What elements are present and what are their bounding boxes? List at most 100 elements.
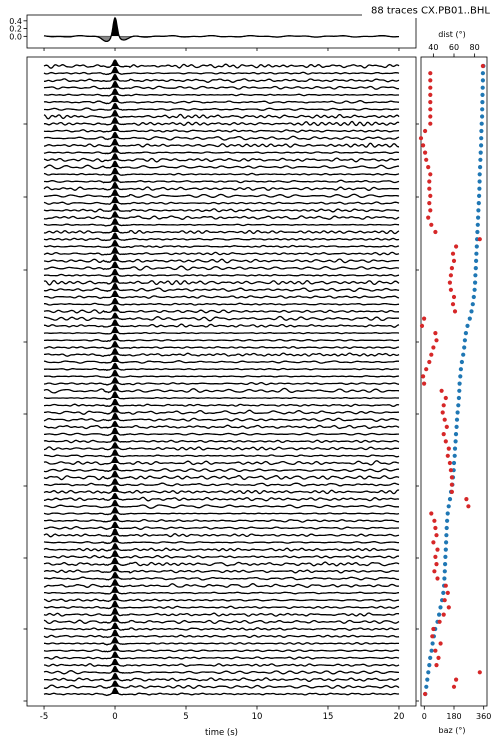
dist-point	[422, 316, 427, 321]
trace-fill	[110, 262, 120, 269]
trace-line	[43, 153, 400, 163]
dist-point	[435, 576, 440, 581]
trace-line	[43, 643, 400, 653]
trace-line	[44, 549, 400, 559]
baz-point	[478, 157, 483, 162]
dist-point	[431, 626, 436, 632]
dist-point	[447, 280, 452, 285]
baz-point	[462, 338, 467, 343]
trace-line	[43, 463, 400, 473]
baz-point	[473, 266, 478, 271]
dist-point	[422, 381, 427, 386]
dist-point	[438, 641, 443, 646]
dist-point	[434, 533, 439, 538]
dist-point	[434, 338, 439, 343]
dist-tick-label: 60	[449, 43, 459, 52]
dist-point	[449, 489, 454, 494]
baz-point	[455, 410, 460, 415]
dist-point	[428, 71, 433, 76]
trace-fill	[110, 110, 120, 117]
dist-point	[442, 417, 447, 422]
dist-point	[418, 136, 424, 141]
dist-point	[423, 691, 428, 697]
dist-point	[430, 634, 435, 639]
dist-point	[466, 504, 471, 509]
baz-point	[478, 165, 483, 170]
trace-line	[44, 297, 400, 306]
trace-line	[44, 340, 400, 350]
trace-line	[43, 246, 400, 256]
trace-line	[44, 102, 400, 111]
trace-line	[44, 449, 400, 458]
dist-point	[448, 287, 453, 292]
baz-point	[456, 395, 461, 401]
x-tick-label: -5	[40, 712, 48, 722]
dist-point	[433, 229, 438, 235]
trace-line	[43, 687, 400, 697]
dist-point	[429, 222, 434, 227]
baz-point	[480, 78, 485, 83]
trace-line	[43, 145, 400, 155]
dist-point	[433, 331, 438, 336]
trace-line	[43, 268, 400, 277]
trace-line	[44, 376, 399, 386]
baz-point	[454, 424, 459, 429]
baz-point	[470, 302, 475, 307]
trace-line	[43, 564, 400, 574]
dist-point	[446, 446, 451, 451]
trace-line	[43, 203, 400, 213]
dist-point	[477, 670, 482, 675]
summary-y-tick-label: 0.0	[9, 32, 22, 41]
trace-line	[43, 499, 399, 509]
baz-point	[473, 273, 478, 278]
stack-plot	[43, 59, 400, 697]
baz-point	[479, 128, 484, 134]
dist-point	[432, 518, 437, 523]
baz-point	[453, 432, 459, 437]
trace-line	[43, 629, 400, 639]
baz-point	[471, 294, 476, 300]
dist-point	[432, 569, 437, 574]
dist-point	[441, 403, 446, 408]
trace-line	[43, 196, 400, 205]
trace-line	[43, 232, 400, 242]
baz-tick-label: 0	[422, 712, 427, 721]
dist-point	[428, 100, 433, 105]
dist-point	[451, 294, 457, 300]
baz-point	[480, 85, 485, 90]
dist-point	[445, 453, 450, 458]
trace-line	[43, 59, 400, 69]
figure-title: 88 traces CX.PB01..BHL	[371, 6, 490, 17]
trace-line	[44, 174, 400, 184]
dist-point	[442, 598, 447, 603]
baz-point	[437, 612, 442, 617]
baz-point	[429, 648, 434, 653]
dist-point	[450, 302, 456, 307]
baz-point	[480, 107, 485, 112]
trace-line	[44, 658, 400, 667]
baz-point	[476, 215, 481, 220]
trace-line	[43, 571, 400, 581]
baz-point	[469, 309, 474, 314]
trace-line	[44, 420, 400, 430]
dist-point	[441, 432, 446, 437]
dist-point	[421, 374, 426, 379]
dist-point	[428, 121, 433, 126]
baz-axis-label: baz (°)	[439, 726, 466, 735]
params-panel: 40 60 80 0 180 360 dist (°) baz (°)	[418, 30, 491, 735]
summary-y-axis: 0.40.20.0	[9, 17, 400, 51]
dist-point	[435, 547, 440, 552]
dist-point	[445, 590, 450, 596]
summary-y-tick-label: 0.4	[9, 17, 22, 26]
dist-axis-label: dist (°)	[438, 30, 465, 39]
dist-point	[421, 143, 426, 148]
dist-point	[439, 388, 444, 393]
trace-line	[43, 622, 400, 631]
trace-fill	[110, 421, 120, 427]
x-tick-label: 0	[112, 712, 117, 722]
baz-point	[480, 100, 485, 105]
trace-line	[44, 333, 400, 343]
trace-line	[43, 542, 400, 552]
dist-point	[426, 215, 431, 220]
